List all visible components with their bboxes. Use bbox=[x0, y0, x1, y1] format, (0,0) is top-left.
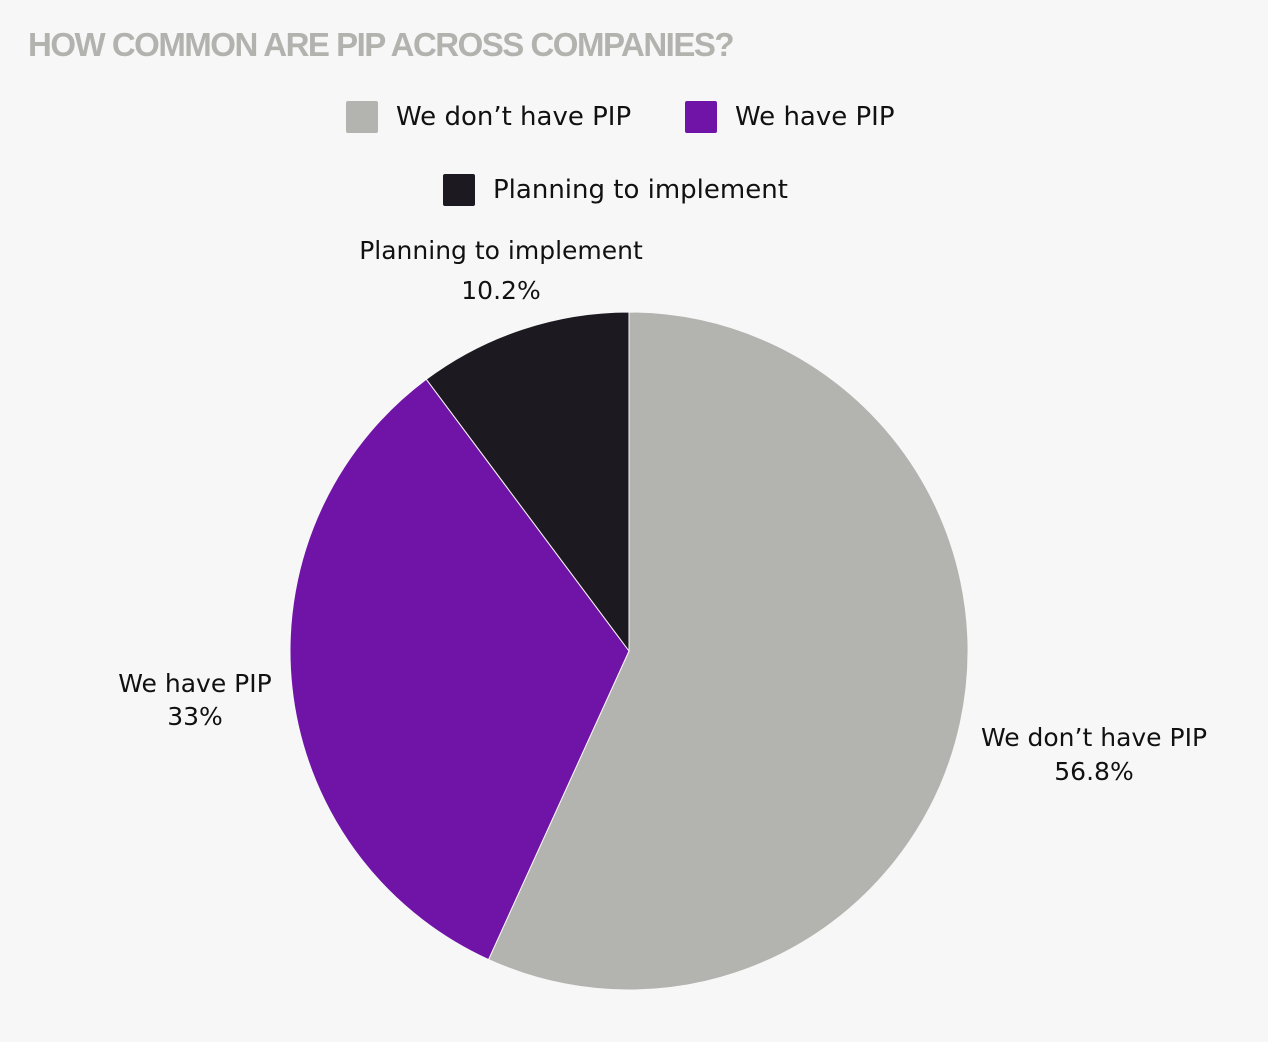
legend-item-we-dont-have-pip: We don’t have PIP bbox=[346, 101, 631, 133]
slice-label-we-have-pip: We have PIP bbox=[118, 669, 271, 698]
pie-slice-we-dont-have-pip bbox=[487, 311, 969, 991]
legend-label-we-dont-have-pip: We don’t have PIP bbox=[396, 102, 632, 132]
legend-label-we-have-pip: We have PIP bbox=[735, 102, 895, 132]
slice-label-planning-to-implement: Planning to implement bbox=[359, 236, 643, 265]
legend-swatch-we-dont-have-pip bbox=[346, 101, 378, 133]
legend-item-planning-to-implement: Planning to implement bbox=[443, 174, 788, 206]
legend-swatch-planning-to-implement bbox=[443, 174, 475, 206]
slice-value-we-have-pip: 33% bbox=[167, 702, 223, 731]
slice-label-we-dont-have-pip: We don’t have PIP bbox=[981, 723, 1207, 752]
legend-label-planning-to-implement: Planning to implement bbox=[493, 175, 788, 205]
legend-swatch-we-have-pip bbox=[685, 101, 717, 133]
legend-item-we-have-pip: We have PIP bbox=[685, 101, 895, 133]
pie-slice-planning-to-implement bbox=[425, 311, 630, 653]
chart-title: HOW COMMON ARE PIP ACROSS COMPANIES? bbox=[28, 26, 735, 63]
pie-slice-we-have-pip bbox=[289, 378, 630, 961]
slice-value-planning-to-implement: 10.2% bbox=[461, 276, 540, 305]
slice-value-we-dont-have-pip: 56.8% bbox=[1054, 757, 1133, 786]
